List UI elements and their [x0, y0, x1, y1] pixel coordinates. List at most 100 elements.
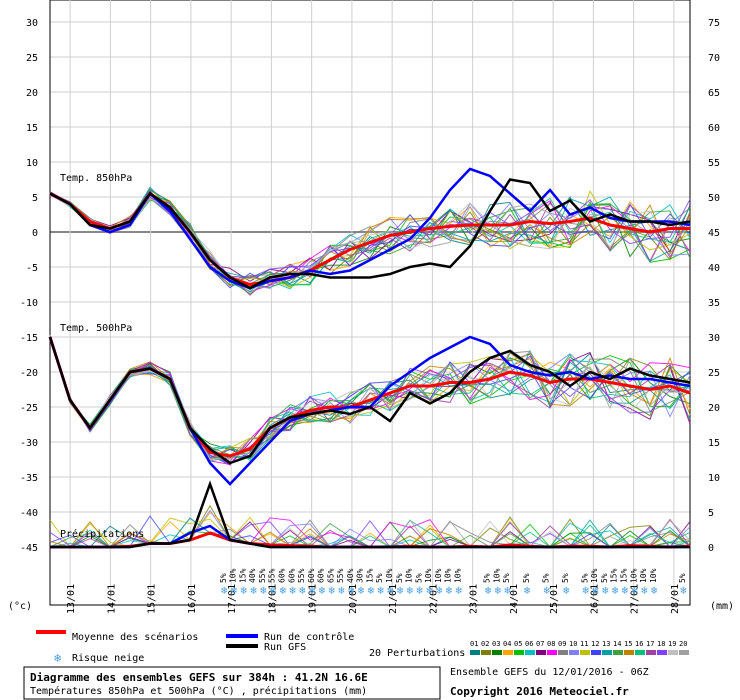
snow-risk-percent: 10%: [405, 568, 414, 583]
perturbation-id: 12: [591, 640, 599, 648]
right-tick-label: 25: [708, 368, 720, 379]
x-tick-label: 22/01: [428, 584, 439, 614]
snowflake-icon: ❄: [377, 584, 384, 597]
perturbation-id: 03: [492, 640, 500, 648]
snow-risk-percent: 10%: [590, 568, 599, 583]
snow-risk-percent: 5%: [483, 573, 492, 583]
snow-risk-percent: 10%: [453, 568, 462, 583]
right-tick-label: 70: [708, 53, 720, 64]
right-tick-label: 55: [708, 158, 720, 169]
snowflake-icon: ❄: [631, 584, 638, 597]
snow-risk-percent: 5%: [522, 573, 531, 583]
snow-risk-percent: 10%: [629, 568, 638, 583]
snow-risk-percent: 5%: [541, 573, 550, 583]
perturbation-id: 15: [624, 640, 632, 648]
snowflake-icon: ❄: [426, 584, 433, 597]
snowflake-icon: ❄: [270, 584, 277, 597]
snowflake-icon: ❄: [338, 584, 345, 597]
perturbation-id: 08: [547, 640, 555, 648]
x-tick-label: 17/01: [227, 584, 238, 614]
x-tick-label: 27/01: [630, 584, 641, 614]
snow-risk-percent: 40%: [346, 568, 355, 583]
x-tick-label: 26/01: [589, 584, 600, 614]
right-tick-label: 40: [708, 263, 720, 274]
right-tick-label: 75: [708, 18, 720, 29]
snow-risk-percent: 5%: [561, 573, 570, 583]
perturbation-id: 11: [580, 640, 588, 648]
snowflake-icon: ❄: [524, 584, 531, 597]
snow-risk-percent: 10%: [492, 568, 501, 583]
legend-mean-label: Moyenne des scénarios: [72, 631, 198, 643]
perturbation-id: 16: [635, 640, 643, 648]
snowflake-icon: ❄: [328, 584, 335, 597]
perturbation-swatch: [635, 650, 645, 655]
series-line-precip: [50, 480, 690, 549]
snow-risk-percent: 15%: [238, 568, 247, 583]
perturbation-swatch: [679, 650, 689, 655]
snow-risk-percent: 5%: [395, 573, 404, 583]
snowflake-icon: ❄: [602, 584, 609, 597]
copyright-label: Copyright 2016 Meteociel.fr: [450, 685, 629, 698]
snowflake-icon: ❄: [367, 584, 374, 597]
perturbation-swatch: [536, 650, 546, 655]
perturbation-id: 19: [668, 640, 676, 648]
perturbation-swatch: [492, 650, 502, 655]
perturbation-id: 01: [470, 640, 478, 648]
perturbation-id: 14: [613, 640, 621, 648]
snow-risk-percent: 5%: [219, 573, 228, 583]
legend-snow-label: Risque neige: [72, 653, 144, 664]
series-line-t850: [49, 178, 691, 290]
legend-gfs-label: Run GFS: [264, 642, 306, 653]
perturbation-swatch: [558, 650, 568, 655]
perturbation-id: 10: [569, 640, 577, 648]
perturbation-swatch: [503, 650, 513, 655]
perturbation-swatch: [525, 650, 535, 655]
snow-risk-percent: 55%: [336, 568, 345, 583]
snow-risk-percent: 55%: [258, 568, 267, 583]
snow-risk-percent: 55%: [297, 568, 306, 583]
snowflake-icon: ❄: [54, 651, 61, 665]
snow-risk-percent: 10%: [649, 568, 658, 583]
x-tick-label: 21/01: [388, 584, 399, 614]
perturbation-swatch: [580, 650, 590, 655]
perturbation-id: 20: [679, 640, 687, 648]
x-tick-label: 13/01: [66, 584, 77, 614]
snowflake-icon: ❄: [455, 584, 462, 597]
right-tick-label: 30: [708, 333, 720, 344]
left-tick-label: -5: [26, 263, 38, 274]
perturbation-line: [49, 336, 691, 462]
perturbation-swatch: [668, 650, 678, 655]
right-axis-unit: (mm): [710, 601, 734, 612]
snow-risk-percent: 60%: [278, 568, 287, 583]
left-tick-label: 0: [32, 228, 38, 239]
snowflake-icon: ❄: [289, 584, 296, 597]
snow-risk-percent: 60%: [317, 568, 326, 583]
perturbation-id: 17: [646, 640, 654, 648]
left-tick-label: -15: [20, 333, 38, 344]
right-tick-label: 35: [708, 298, 720, 309]
x-tick-label: 25/01: [549, 584, 560, 614]
legend: Moyenne des scénarios Run de contrôle Ru…: [36, 630, 689, 665]
snowflake-icon: ❄: [621, 584, 628, 597]
left-axis-unit: (°c): [8, 601, 32, 612]
chart-subtitle: Températures 850hPa et 500hPa (°C) , pré…: [30, 685, 367, 697]
left-tick-label: 15: [26, 123, 38, 134]
snowflake-icon: ❄: [494, 584, 501, 597]
snow-risk-percent: 60%: [307, 568, 316, 583]
x-tick-label: 16/01: [187, 584, 198, 614]
x-tick-label: 14/01: [106, 584, 117, 614]
perturbation-id: 06: [525, 640, 533, 648]
snowflake-icon: ❄: [446, 584, 453, 597]
x-tick-label: 15/01: [147, 584, 158, 614]
snowflake-icon: ❄: [221, 584, 228, 597]
left-tick-label: 20: [26, 88, 38, 99]
snow-risk-percent: 10%: [639, 568, 648, 583]
source-label: Ensemble GEFS du 12/01/2016 - 06Z: [450, 667, 649, 678]
snow-risk-percent: 60%: [287, 568, 296, 583]
perturbation-swatch: [591, 650, 601, 655]
snowflake-icon: ❄: [397, 584, 404, 597]
snowflake-icon: ❄: [260, 584, 267, 597]
perturbation-swatches: 01 02 03 04 05 06 07 08 09 10 11 12 13 14 15 16 17 18 19 20: [470, 640, 689, 655]
snowflake-icon: ❄: [319, 584, 326, 597]
perturbation-swatch: [481, 650, 491, 655]
